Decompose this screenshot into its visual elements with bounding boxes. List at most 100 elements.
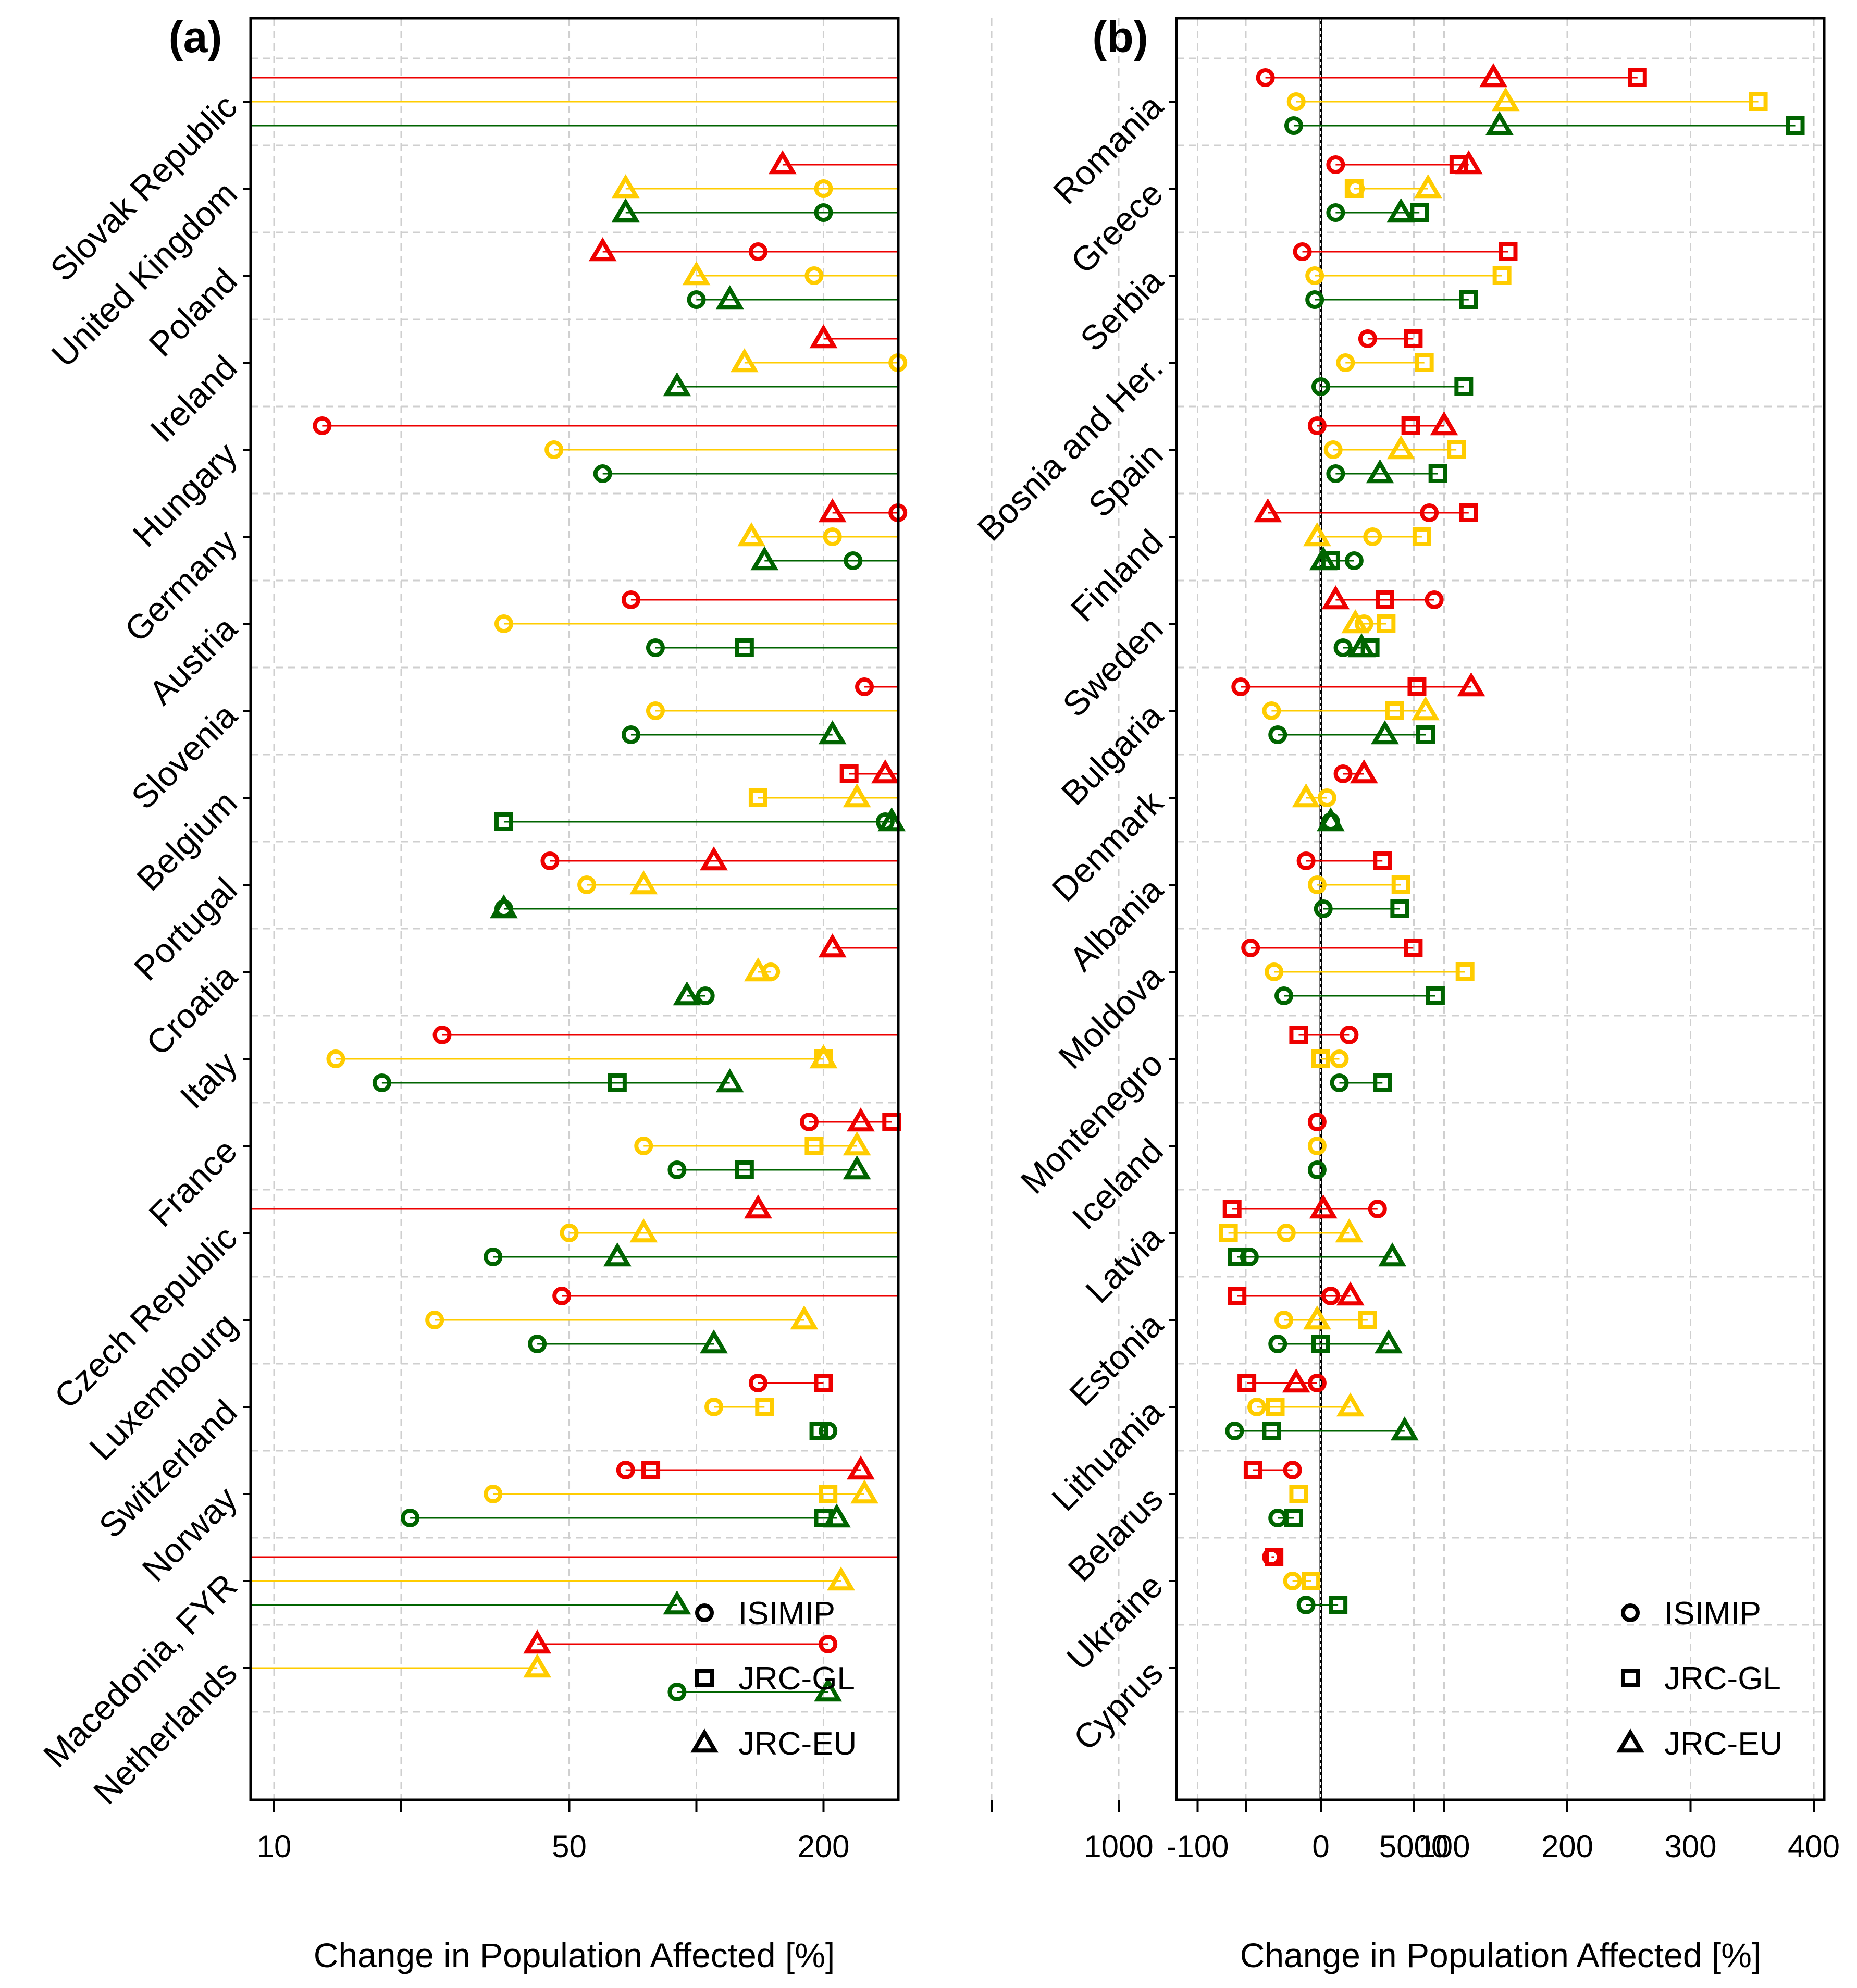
a-country-macedonia-fyr: [251, 1556, 898, 1615]
b-country-belarus: [1243, 1461, 1308, 1527]
triangle-marker: [1347, 633, 1376, 658]
circle-marker: [855, 677, 874, 696]
panel-b-frame: [1175, 17, 1826, 1801]
triangle-marker: [611, 198, 640, 223]
square-marker: [1412, 527, 1431, 546]
legend-triangle-icon: [690, 1728, 719, 1753]
triangle-marker: [673, 981, 701, 1006]
a-country-ireland: [663, 324, 908, 397]
square-marker: [1410, 203, 1429, 222]
panel-b-grid: [1177, 18, 1824, 1800]
triangle-marker: [1454, 150, 1483, 175]
a-x-tick-label: 10: [257, 1829, 292, 1864]
square-marker: [1401, 416, 1420, 435]
b-country-ukraine: [1262, 1548, 1348, 1614]
triangle-marker: [818, 498, 847, 523]
b-x-tick-label: 400: [1788, 1829, 1840, 1864]
circle-marker: [1307, 1374, 1327, 1392]
circle-marker: [616, 1461, 635, 1479]
square-marker: [1243, 1461, 1262, 1479]
b-country-moldova: [1241, 939, 1475, 1005]
triangle-marker: [611, 174, 640, 199]
circle-marker: [819, 1635, 838, 1653]
square-marker: [1358, 1311, 1377, 1329]
circle-marker: [823, 527, 842, 546]
triangle-marker: [523, 1653, 552, 1678]
panel-b-x-axis: -100 0 100 200 300 400: [1166, 101, 1840, 1864]
circle-marker: [1333, 764, 1353, 783]
triangle-marker: [1341, 609, 1370, 634]
legend-square-icon: [695, 1669, 714, 1687]
square-marker: [1628, 68, 1647, 87]
circle-marker: [326, 1049, 345, 1068]
circle-marker: [1344, 551, 1364, 570]
triangle-marker: [1350, 759, 1378, 784]
square-marker: [1311, 1049, 1330, 1068]
b-country-bulgaria: [1231, 672, 1485, 745]
circle-marker: [1307, 1137, 1327, 1155]
b-country-albania: [1296, 851, 1410, 918]
circle-marker: [1307, 1113, 1327, 1131]
b-x-tick-label: 200: [1541, 1829, 1593, 1864]
triangle-marker: [850, 1479, 878, 1504]
a-x-tick-label: 1000: [1084, 1829, 1153, 1864]
triangle-marker: [769, 150, 797, 175]
triangle-marker: [603, 1242, 632, 1267]
triangle-marker: [730, 348, 759, 373]
b-country-bosnia-and-her: [1311, 329, 1474, 396]
square-marker: [1289, 1485, 1308, 1503]
b-country-label: Finland: [1063, 522, 1170, 629]
circle-marker: [1314, 899, 1333, 918]
square-marker: [608, 1073, 627, 1092]
a-country-france: [634, 1107, 901, 1180]
square-marker: [1237, 1374, 1257, 1392]
triangle-marker: [818, 720, 847, 745]
square-marker: [1499, 242, 1518, 261]
a-country-label: Italy: [172, 1044, 244, 1116]
circle-marker: [1420, 503, 1439, 522]
legend-label-isimip: ISIMIP: [738, 1596, 835, 1632]
circle-marker: [593, 464, 612, 483]
circle-marker: [1333, 638, 1353, 657]
circle-marker: [646, 701, 665, 720]
circle-marker: [1240, 1248, 1259, 1266]
square-marker: [809, 1422, 828, 1440]
square-marker: [1284, 1509, 1303, 1527]
panel-b-label: (b): [1092, 13, 1148, 61]
b-country-montenegro: [1289, 1026, 1392, 1092]
a-country-hungary: [313, 416, 898, 483]
legend-triangle-icon: [1616, 1728, 1644, 1753]
square-marker: [494, 812, 513, 831]
square-marker: [1289, 1026, 1308, 1044]
b-country-romania: [1256, 63, 1805, 135]
triangle-marker: [809, 1044, 838, 1069]
triangle-marker: [847, 1107, 875, 1132]
square-marker: [1426, 986, 1445, 1005]
circle-marker: [1321, 1287, 1340, 1305]
square-marker: [1459, 290, 1478, 309]
triangle-marker: [1430, 411, 1458, 436]
circle-marker: [1330, 1073, 1349, 1092]
triangle-marker: [827, 1566, 855, 1591]
circle-marker: [814, 203, 833, 222]
circle-marker: [432, 1026, 452, 1044]
circle-marker: [696, 986, 715, 1005]
circle-marker: [1286, 92, 1306, 111]
square-marker: [1228, 1287, 1247, 1305]
triangle-marker: [1317, 807, 1345, 832]
square-marker: [1454, 377, 1474, 396]
square-marker: [1455, 962, 1475, 981]
circle-marker: [1336, 353, 1355, 372]
circle-marker: [1326, 155, 1345, 174]
legend-label-jrc-eu: JRC-EU: [1664, 1726, 1782, 1762]
circle-marker: [1330, 1049, 1349, 1068]
triangle-marker: [843, 783, 871, 808]
square-marker: [1375, 590, 1394, 609]
circle-marker: [1425, 590, 1444, 609]
square-marker: [1404, 939, 1423, 957]
panel-a-data: [251, 77, 908, 1702]
square-marker: [1265, 1548, 1284, 1566]
triangle-marker: [1336, 1392, 1365, 1417]
